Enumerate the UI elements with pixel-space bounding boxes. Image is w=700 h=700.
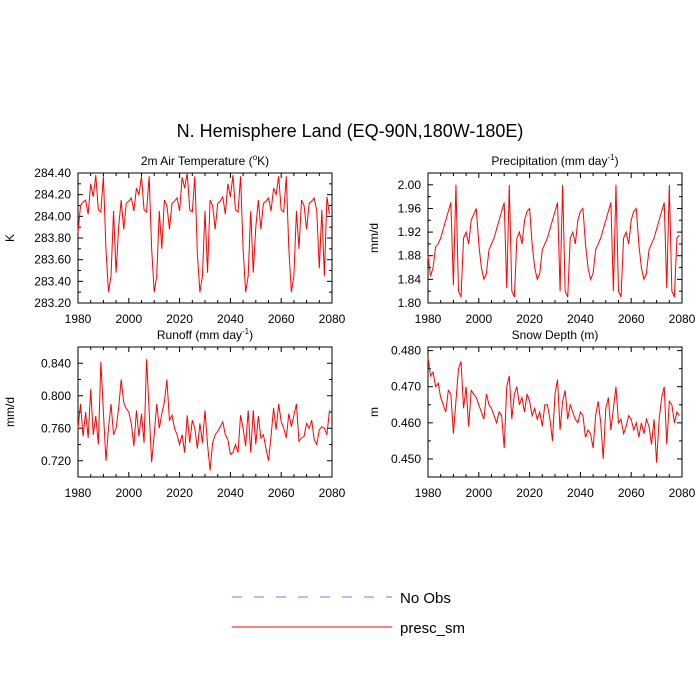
chart-panel: 1980 2000 2020 2040 2060 2080 1.80 1.84 1.88 1.92…	[367, 153, 696, 326]
y-axis-label: K	[3, 234, 17, 242]
y-axis-label: mm/d	[3, 397, 17, 427]
x-tick-label: 2000	[465, 486, 492, 500]
x-tick-label: 1980	[415, 486, 442, 500]
x-tick-label: 2040	[567, 312, 594, 326]
panel-title: Snow Depth (m)	[512, 328, 599, 342]
x-tick-label: 2020	[516, 486, 543, 500]
y-tick-label: 283.20	[34, 296, 71, 310]
chart-panel: 1980 2000 2020 2040 2060 2080 0.450 0.460 0.470 0…	[367, 328, 696, 500]
legend-label: No Obs	[400, 590, 451, 607]
panel-title: Precipitation (mm day-1)	[491, 153, 618, 168]
x-tick-label: 2040	[217, 312, 244, 326]
panel-title-main: Runoff (mm day	[157, 328, 242, 342]
x-tick-label: 1980	[65, 312, 92, 326]
x-tick-label: 2080	[319, 486, 346, 500]
y-tick-label: 283.60	[34, 253, 71, 267]
panel-title-tail: )	[615, 154, 619, 168]
y-tick-label: 1.88	[398, 249, 422, 263]
y-tick-label: 1.92	[398, 225, 422, 239]
x-tick-label: 2020	[516, 312, 543, 326]
x-tick-label: 1980	[415, 312, 442, 326]
panel-title-sup: o	[253, 153, 258, 162]
x-tick-label: 2000	[465, 312, 492, 326]
chart-panels: 1980 2000 2020 2040 2060 2080 283.20 283.40 283.…	[3, 153, 696, 500]
y-axis-label: mm/d	[367, 223, 381, 253]
y-tick-label: 1.96	[398, 201, 422, 215]
x-tick-label: 2000	[115, 486, 142, 500]
series-line-presc-sm	[77, 172, 330, 293]
y-tick-label: 0.800	[41, 389, 71, 403]
panel-title: Runoff (mm day-1)	[157, 327, 253, 342]
y-tick-label: 283.80	[34, 231, 71, 245]
x-tick-label: 2060	[618, 486, 645, 500]
y-tick-label: 0.460	[391, 416, 421, 430]
y-tick-label: 0.720	[41, 454, 71, 468]
y-tick-label: 1.80	[398, 296, 422, 310]
panel-title-sup: -1	[607, 153, 615, 162]
x-tick-label: 2060	[618, 312, 645, 326]
y-tick-label: 0.450	[391, 452, 421, 466]
plot-frame	[77, 172, 333, 304]
panel-title-main: Snow Depth (m)	[512, 328, 599, 342]
x-tick-label: 1980	[65, 486, 92, 500]
legend-label: presc_sm	[400, 620, 465, 637]
series-line-presc-sm	[427, 184, 680, 298]
series-line-presc-sm	[77, 359, 330, 471]
x-tick-label: 2060	[268, 486, 295, 500]
x-tick-label: 2040	[567, 486, 594, 500]
x-tick-label: 2020	[166, 312, 193, 326]
plot-frame	[427, 172, 683, 304]
y-tick-label: 0.840	[41, 356, 71, 370]
y-axis-label: m	[367, 407, 381, 417]
chart-panel: 1980 2000 2020 2040 2060 2080 0.720 0.760 0.800 0…	[3, 327, 346, 500]
y-tick-label: 0.480	[391, 344, 421, 358]
y-tick-label: 1.84	[398, 272, 422, 286]
x-tick-label: 2060	[268, 312, 295, 326]
panel-title-sup: -1	[242, 327, 250, 336]
figure-title: N. Hemisphere Land (EQ-90N,180W-180E)	[177, 121, 524, 141]
y-tick-label: 2.00	[398, 178, 422, 192]
series-line-presc-sm	[427, 357, 680, 463]
panel-title-main: 2m Air Temperature (	[141, 154, 253, 168]
panel-title-tail: K)	[257, 154, 269, 168]
x-tick-label: 2080	[319, 312, 346, 326]
y-tick-label: 0.470	[391, 380, 421, 394]
plot-frame	[427, 346, 683, 478]
panel-title: 2m Air Temperature (oK)	[141, 153, 269, 168]
y-tick-label: 283.40	[34, 274, 71, 288]
chart-panel: 1980 2000 2020 2040 2060 2080 283.20 283.40 283.…	[3, 153, 346, 326]
y-tick-label: 284.00	[34, 209, 71, 223]
x-tick-label: 2040	[217, 486, 244, 500]
y-tick-label: 0.760	[41, 421, 71, 435]
legend: No Obs presc_sm	[232, 590, 465, 637]
y-tick-label: 284.20	[34, 188, 71, 202]
panel-title-main: Precipitation (mm day	[491, 154, 607, 168]
x-tick-label: 2020	[166, 486, 193, 500]
x-tick-label: 2080	[669, 312, 696, 326]
panel-title-tail: )	[249, 328, 253, 342]
x-tick-label: 2000	[115, 312, 142, 326]
x-tick-label: 2080	[669, 486, 696, 500]
y-tick-label: 284.40	[34, 166, 71, 180]
